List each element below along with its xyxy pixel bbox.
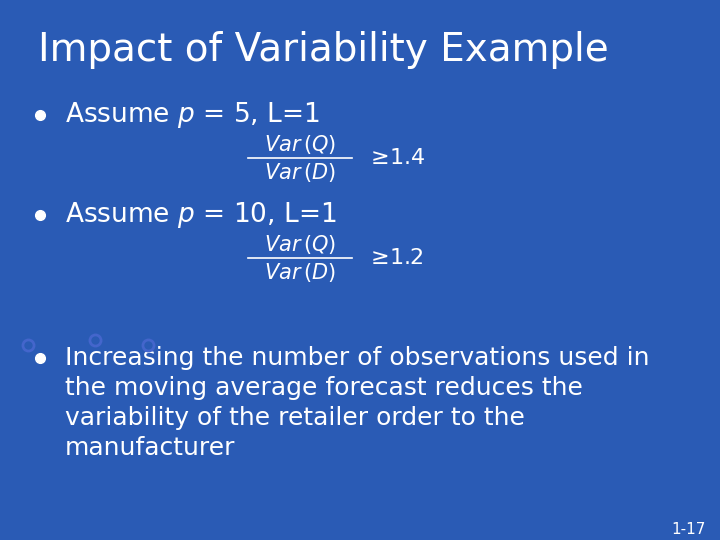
Text: Impact of Variability Example: Impact of Variability Example — [38, 31, 608, 69]
Text: $\mathit{Var}\,(Q)$: $\mathit{Var}\,(Q)$ — [264, 132, 336, 156]
Text: 1-17: 1-17 — [672, 523, 706, 537]
Text: $\mathit{Var}\,(D)$: $\mathit{Var}\,(D)$ — [264, 160, 336, 184]
Text: $\mathit{Var}\,(D)$: $\mathit{Var}\,(D)$ — [264, 260, 336, 284]
Text: manufacturer: manufacturer — [65, 436, 235, 460]
Text: Increasing the number of observations used in: Increasing the number of observations us… — [65, 346, 649, 370]
Text: Assume $p$ = 10, L=1: Assume $p$ = 10, L=1 — [65, 200, 337, 230]
Text: $\geq\!1.4$: $\geq\!1.4$ — [366, 148, 426, 168]
Text: $\geq\!1.2$: $\geq\!1.2$ — [366, 248, 423, 268]
Text: the moving average forecast reduces the: the moving average forecast reduces the — [65, 376, 583, 400]
Text: Assume $p$ = 5, L=1: Assume $p$ = 5, L=1 — [65, 100, 320, 130]
Text: $\mathit{Var}\,(Q)$: $\mathit{Var}\,(Q)$ — [264, 233, 336, 255]
Text: variability of the retailer order to the: variability of the retailer order to the — [65, 406, 525, 430]
